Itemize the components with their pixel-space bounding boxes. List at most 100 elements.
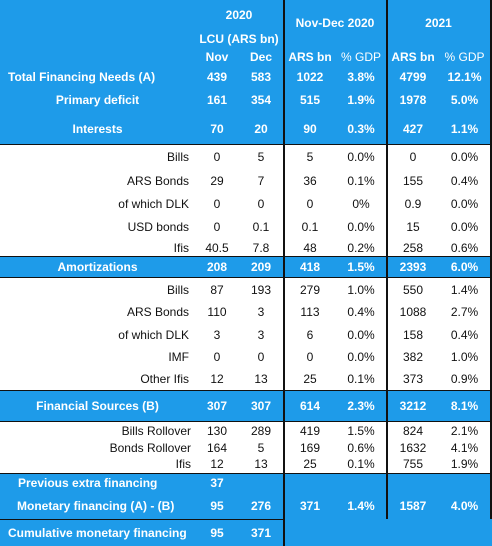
cell-y-ars: 4799 [399,70,427,84]
cell-nov: 0 [213,220,221,234]
cell-nd-gdp: 0.4% [347,305,375,319]
table-row: of which DLK 0 0 0 0% 0.9 0.0% [0,192,492,215]
cell-nov: 110 [207,305,227,319]
cell-nov: 12 [210,457,224,471]
cell-y-ars: 382 [402,350,424,364]
cell-dec: 193 [250,282,272,297]
divider [0,473,492,474]
row-label: Total Financing Needs (A) [8,70,156,84]
cell-y-gdp: 2.7% [450,305,479,319]
cell-dec: 0 [257,350,265,364]
cell-nd-ars: 0.1 [301,220,319,234]
row-label: USD bonds [127,220,189,234]
header-y-gdp: % GDP [444,50,485,64]
table-row: of which DLK 3 3 6 0.0% 158 0.4% [0,323,492,346]
cell-nd-gdp: 1.0% [347,282,375,297]
cell-dec: 0 [257,196,265,211]
row-label: Bills [166,150,189,164]
header-nov: Nov [205,50,229,64]
cell-nd-gdp: 1.5% [347,424,375,438]
cell-dec: 0.1 [252,220,270,234]
cell-nov: 3 [213,327,221,342]
cell-nd-ars: 279 [299,282,321,297]
cell-nov: 95 [210,499,224,513]
row-label: Financial Sources (B) [36,399,159,413]
cell-nd-ars: 169 [299,440,321,455]
cell-dec: 7.8 [252,240,270,255]
cell-y-gdp: 0.0% [450,220,479,234]
cell-y-ars: 2393 [399,260,427,274]
table-row: Financial Sources (B) 307 307 614 2.3% 3… [0,390,492,422]
row-label: Bills Rollover [121,424,191,438]
cell-y-gdp: 1.0% [450,350,479,364]
cell-nov: 161 [206,93,228,107]
table-row: Bills Rollover 130 289 419 1.5% 824 2.1% [0,422,492,440]
cell-y-ars: 755 [402,457,424,471]
table-row: USD bonds 0 0.1 0.1 0.0% 15 0.0% [0,215,492,239]
cell-nov: 0 [213,196,221,211]
table-row: IMF 0 0 0 0.0% 382 1.0% [0,346,492,368]
cell-nd-gdp: 0.1% [347,372,375,386]
cell-nd-ars: 0 [306,196,314,211]
cell-dec: 3 [257,327,265,342]
divider [0,390,492,391]
cell-nd-gdp: 1.5% [347,260,375,274]
cell-dec: 3 [257,305,265,319]
header-dec: Dec [249,50,272,64]
cell-dec: 7 [257,173,265,188]
cell-nd-ars: 25 [303,372,317,386]
row-label: Bills [166,282,189,297]
cell-y-ars: 1632 [399,440,427,455]
cell-nd-ars: 614 [299,399,321,413]
cell-dec: 583 [250,70,272,84]
divider [0,277,492,278]
table-row: Previous extra financing 37 [0,473,492,493]
cell-nd-ars: 419 [299,424,321,438]
cell-y-ars: 258 [402,240,424,255]
cell-y-ars: 1587 [399,499,427,513]
cell-nd-ars: 1022 [296,70,324,84]
cell-dec: 307 [250,399,272,413]
row-label: Ifis [173,240,189,255]
column-divider [386,0,388,519]
table-row: Amortizations 208 209 418 1.5% 2393 6.0% [0,256,492,278]
row-label: ARS Bonds [126,305,189,319]
table-header: 2020 Nov-Dec 2020 2021 LCU (ARS bn) Nov … [0,0,492,67]
cell-nd-gdp: 3.8% [347,70,375,84]
cell-dec: 354 [250,93,272,107]
header-nd-gdp: % GDP [340,50,381,64]
row-label: Cumulative monetary financing [8,525,187,540]
cell-dec: 209 [250,260,272,274]
cell-nov: 0 [213,350,221,364]
cell-dec: 20 [254,122,268,136]
cell-nov: 40.5 [205,240,229,255]
cell-nd-ars: 515 [299,93,321,107]
row-label: Bonds Rollover [109,440,191,455]
cell-y-gdp: 5.0% [450,93,479,107]
divider [0,519,283,520]
cell-dec: 276 [250,499,272,513]
cell-y-ars: 1088 [399,305,427,319]
cell-nd-ars: 5 [306,150,314,164]
table-row: ARS Bonds 29 7 36 0.1% 155 0.4% [0,169,492,192]
table-row: Total Financing Needs (A) 439 583 1022 3… [0,67,492,87]
cell-nd-gdp: 2.3% [347,399,375,413]
cell-nd-gdp: 0.0% [347,327,375,342]
header-nd-ars-bn: ARS bn [288,50,332,64]
cell-nov: 307 [206,399,228,413]
cell-y-gdp: 0.0% [450,150,479,164]
cell-nov: 130 [206,424,228,438]
table-row: ARS Bonds 110 3 113 0.4% 1088 2.7% [0,301,492,323]
row-label: of which DLK [118,327,189,342]
cell-nov: 37 [210,476,224,490]
table-row: Bills 0 5 5 0.0% 0 0.0% [0,145,492,169]
table-row: Interests 70 20 90 0.3% 427 1.1% [0,113,492,145]
cell-nd-ars: 113 [300,305,320,319]
cell-nd-gdp: 0.0% [347,350,375,364]
divider [0,256,492,257]
cell-y-ars: 550 [402,282,424,297]
cell-y-ars: 0.9 [404,196,422,211]
cell-y-ars: 3212 [399,399,427,413]
table-row: Monetary financing (A) - (B) 95 276 371 … [0,493,492,519]
